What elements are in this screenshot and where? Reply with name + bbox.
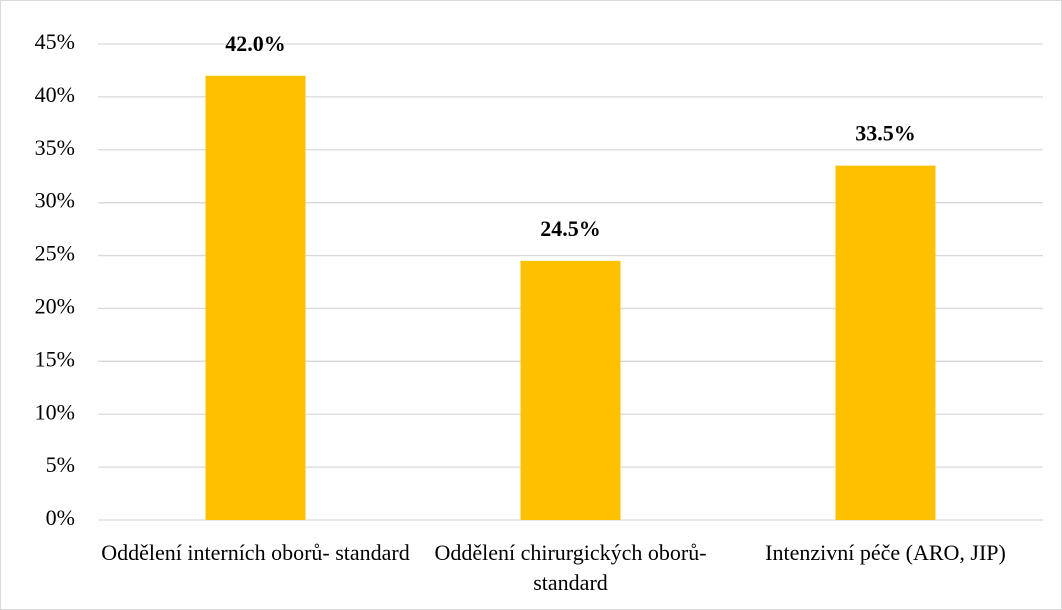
y-tick-label: 10% [35, 399, 75, 424]
x-tick-label: Oddělení chirurgických oborů- standard [434, 540, 707, 595]
value-label: 33.5% [855, 121, 916, 146]
value-label: 42.0% [225, 31, 286, 56]
y-tick-label: 45% [35, 29, 75, 54]
value-label: 24.5% [540, 216, 601, 241]
y-tick-label: 35% [35, 135, 75, 160]
bar [520, 260, 621, 520]
y-tick-label: 25% [35, 241, 75, 266]
y-tick-label: 20% [35, 293, 75, 318]
y-tick-label: 5% [46, 452, 75, 477]
x-tick-label: Oddělení interních oborů- standard [101, 540, 410, 565]
y-tick-label: 40% [35, 82, 75, 107]
y-tick-label: 0% [46, 505, 75, 530]
y-tick-label: 15% [35, 346, 75, 371]
x-tick-label: Intenzivní péče (ARO, JIP) [765, 540, 1006, 565]
bar [205, 75, 306, 520]
bar [835, 165, 936, 520]
y-tick-label: 30% [35, 188, 75, 213]
